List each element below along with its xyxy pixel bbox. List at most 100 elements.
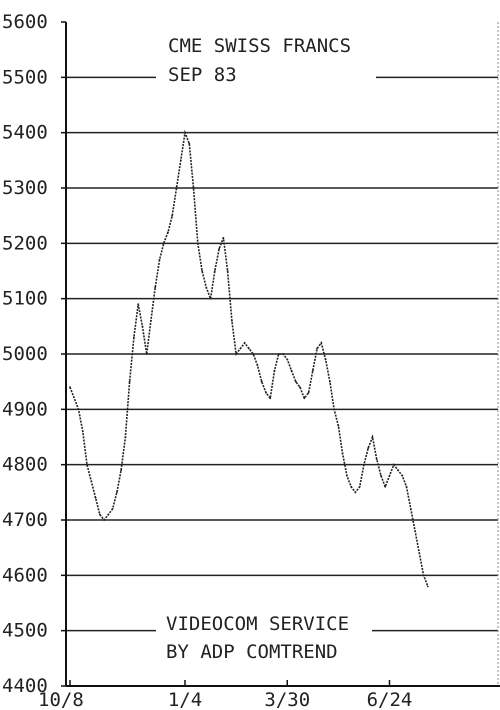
titles: CME SWISS FRANCS SEP 83 VIDEOCOM SERVICE… xyxy=(156,28,376,668)
data-point xyxy=(346,474,348,477)
data-point xyxy=(213,270,216,272)
data-point xyxy=(299,386,301,389)
data-point xyxy=(226,270,229,272)
title-backdrop xyxy=(156,28,376,90)
data-point xyxy=(329,380,331,383)
data-point xyxy=(145,353,148,355)
data-point xyxy=(265,391,267,394)
data-point xyxy=(111,508,114,510)
y-tick-label-5400: 5400 xyxy=(2,122,48,144)
data-point xyxy=(252,353,255,355)
data-point xyxy=(137,303,140,306)
y-tick-label-5000: 5000 xyxy=(2,343,48,365)
data-point xyxy=(201,270,204,272)
y-tick-label-5200: 5200 xyxy=(2,232,48,254)
data-point xyxy=(209,297,212,300)
data-point xyxy=(196,242,199,245)
chart-subtitle: SEP 83 xyxy=(168,64,237,86)
data-point xyxy=(401,474,404,477)
x-tick-label-0: 10/8 xyxy=(38,689,84,710)
data-point xyxy=(380,474,382,477)
data-point xyxy=(307,391,310,394)
y-tick-label-4400: 4400 xyxy=(2,675,48,697)
data-point xyxy=(397,469,399,472)
data-point xyxy=(90,480,93,483)
data-point xyxy=(418,552,421,555)
data-point xyxy=(392,463,395,466)
data-point xyxy=(171,214,174,217)
data-point xyxy=(239,347,242,350)
data-point xyxy=(324,358,327,361)
data-point xyxy=(141,325,144,328)
data-point xyxy=(162,242,165,245)
data-point xyxy=(282,353,284,355)
data-point xyxy=(128,380,131,383)
data-point xyxy=(320,342,323,344)
x-tick-labels: 10/8 1/4 3/30 6/24 xyxy=(38,680,412,710)
chart-title: CME SWISS FRANCS xyxy=(168,35,351,57)
y-tick-label-4500: 4500 xyxy=(2,620,48,642)
x-tick-label-1: 1/4 xyxy=(168,689,202,710)
footer-backdrop xyxy=(156,606,372,668)
data-point xyxy=(175,187,178,189)
data-point xyxy=(414,530,416,532)
y-tick-label-4600: 4600 xyxy=(2,564,48,586)
data-point xyxy=(316,347,318,350)
data-point xyxy=(303,397,306,400)
data-point xyxy=(358,485,361,488)
y-tick-label-5500: 5500 xyxy=(2,66,48,88)
y-tick-labels: 4400 4500 4600 4700 4800 4900 5000 5100 5200 5300… xyxy=(2,11,48,697)
data-point xyxy=(120,469,122,472)
data-point xyxy=(81,430,84,433)
footer-line-2: BY ADP COMTREND xyxy=(166,641,338,663)
data-point xyxy=(286,358,289,361)
data-point xyxy=(205,286,208,289)
footer-line-1: VIDEOCOM SERVICE xyxy=(166,613,349,635)
data-point xyxy=(290,369,293,372)
data-point xyxy=(116,491,118,494)
data-point xyxy=(405,485,408,488)
data-point xyxy=(371,436,374,438)
data-point xyxy=(218,248,221,250)
data-point xyxy=(124,436,127,438)
data-point xyxy=(184,131,186,134)
data-point xyxy=(388,474,391,477)
data-point xyxy=(384,485,387,488)
data-point xyxy=(107,513,110,516)
data-point xyxy=(248,347,250,350)
data-point xyxy=(273,369,276,372)
data-point xyxy=(294,380,297,383)
data-point xyxy=(333,408,335,411)
y-tick-label-5100: 5100 xyxy=(2,288,48,310)
y-tick-label-4900: 4900 xyxy=(2,398,48,420)
data-point xyxy=(103,519,105,521)
data-point xyxy=(311,369,314,372)
x-tick-label-3: 6/24 xyxy=(367,689,413,710)
y-tick-label-5300: 5300 xyxy=(2,177,48,199)
data-point xyxy=(269,397,272,400)
data-point xyxy=(367,447,370,449)
data-point xyxy=(192,187,195,189)
series-line-0 xyxy=(69,129,429,587)
x-tick-label-2: 3/30 xyxy=(264,689,310,710)
y-tick-label-4800: 4800 xyxy=(2,454,48,476)
data-point xyxy=(422,574,425,577)
data-point xyxy=(94,497,97,499)
axes xyxy=(65,22,500,687)
data-point xyxy=(350,485,353,488)
data-point xyxy=(341,452,344,455)
data-point xyxy=(337,425,340,427)
data-point xyxy=(354,491,357,494)
data-point xyxy=(154,286,157,289)
series-line xyxy=(69,129,429,588)
data-point xyxy=(235,353,238,355)
data-point xyxy=(256,364,259,366)
data-point xyxy=(243,342,246,344)
data-point xyxy=(426,585,429,588)
y-tick-label-4700: 4700 xyxy=(2,509,48,531)
data-point xyxy=(77,408,80,411)
y-tick-label-5600: 5600 xyxy=(2,11,48,33)
data-point xyxy=(260,380,263,383)
data-point xyxy=(231,319,233,322)
